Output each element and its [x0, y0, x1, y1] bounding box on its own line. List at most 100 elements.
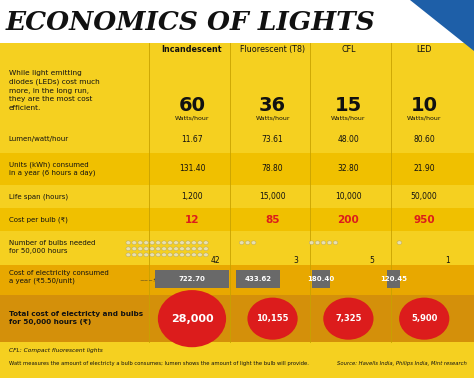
Text: 28,000: 28,000: [171, 314, 213, 324]
FancyBboxPatch shape: [236, 270, 280, 288]
Text: 200: 200: [337, 215, 359, 225]
FancyBboxPatch shape: [311, 270, 330, 288]
Circle shape: [168, 253, 173, 257]
Text: Fluorescent (T8): Fluorescent (T8): [240, 45, 305, 54]
Circle shape: [203, 253, 208, 257]
Circle shape: [203, 241, 208, 245]
Text: 85: 85: [265, 215, 280, 225]
FancyBboxPatch shape: [0, 185, 474, 208]
Text: Life span (hours): Life span (hours): [9, 193, 68, 200]
FancyBboxPatch shape: [0, 265, 474, 295]
Circle shape: [251, 241, 256, 245]
Circle shape: [144, 241, 148, 245]
Polygon shape: [410, 0, 474, 51]
Circle shape: [186, 241, 191, 245]
Text: Lumen/watt/hour: Lumen/watt/hour: [9, 136, 69, 143]
Text: ~~~⚡: ~~~⚡: [140, 278, 157, 283]
Circle shape: [246, 241, 250, 245]
Ellipse shape: [247, 297, 298, 340]
Circle shape: [191, 241, 196, 245]
Text: 10,000: 10,000: [335, 192, 362, 201]
FancyBboxPatch shape: [0, 127, 474, 153]
Circle shape: [180, 241, 184, 245]
Circle shape: [174, 247, 178, 251]
Text: 15,000: 15,000: [259, 192, 286, 201]
Circle shape: [138, 247, 143, 251]
FancyBboxPatch shape: [0, 208, 474, 231]
Circle shape: [191, 247, 196, 251]
Text: 1,200: 1,200: [181, 192, 203, 201]
Circle shape: [132, 247, 137, 251]
Text: ECONOMICS OF LIGHTS: ECONOMICS OF LIGHTS: [6, 10, 375, 35]
Circle shape: [315, 241, 320, 245]
Text: 73.61: 73.61: [262, 135, 283, 144]
Text: 950: 950: [413, 215, 435, 225]
Text: 11.67: 11.67: [181, 135, 203, 144]
Text: Watts/hour: Watts/hour: [175, 115, 209, 121]
Text: 7,325: 7,325: [335, 314, 362, 323]
Circle shape: [198, 241, 202, 245]
Text: 32.80: 32.80: [337, 164, 359, 174]
Circle shape: [138, 253, 143, 257]
Text: CFL: Compact fluorescent lights: CFL: Compact fluorescent lights: [9, 348, 102, 353]
Circle shape: [132, 241, 137, 245]
FancyBboxPatch shape: [0, 0, 474, 43]
Text: Number of bulbs needed
for 50,000 hours: Number of bulbs needed for 50,000 hours: [9, 240, 95, 254]
Text: 180.40: 180.40: [307, 276, 335, 282]
Text: 120.45: 120.45: [380, 276, 407, 282]
Circle shape: [144, 247, 148, 251]
Circle shape: [162, 253, 166, 257]
Text: 15: 15: [335, 96, 362, 115]
Ellipse shape: [399, 297, 449, 340]
Circle shape: [203, 247, 208, 251]
FancyBboxPatch shape: [155, 270, 228, 288]
Circle shape: [168, 241, 173, 245]
Circle shape: [126, 253, 131, 257]
Circle shape: [186, 253, 191, 257]
FancyBboxPatch shape: [387, 270, 400, 288]
Circle shape: [198, 247, 202, 251]
Circle shape: [150, 241, 155, 245]
Circle shape: [180, 247, 184, 251]
Text: 48.00: 48.00: [337, 135, 359, 144]
Text: 50,000: 50,000: [411, 192, 438, 201]
FancyBboxPatch shape: [0, 342, 474, 378]
Text: 10,155: 10,155: [256, 314, 289, 323]
Circle shape: [198, 253, 202, 257]
Text: Watts/hour: Watts/hour: [331, 115, 365, 121]
Circle shape: [126, 241, 131, 245]
Circle shape: [168, 247, 173, 251]
Circle shape: [191, 253, 196, 257]
Circle shape: [144, 253, 148, 257]
Circle shape: [156, 241, 160, 245]
Circle shape: [174, 253, 178, 257]
Text: While light emitting
diodes (LEDs) cost much
more, in the long run,
they are the: While light emitting diodes (LEDs) cost …: [9, 70, 99, 111]
Text: Watts/hour: Watts/hour: [407, 115, 441, 121]
Text: Cost of electricity consumed
a year (₹5.50/unit): Cost of electricity consumed a year (₹5.…: [9, 270, 108, 284]
Text: Units (kWh) consumed
in a year (6 hours a day): Units (kWh) consumed in a year (6 hours …: [9, 162, 95, 176]
FancyBboxPatch shape: [0, 231, 474, 265]
Ellipse shape: [158, 290, 226, 347]
Text: Watts/hour: Watts/hour: [255, 115, 290, 121]
Circle shape: [162, 241, 166, 245]
Circle shape: [150, 253, 155, 257]
Circle shape: [162, 247, 166, 251]
Circle shape: [333, 241, 338, 245]
Text: 80.60: 80.60: [413, 135, 435, 144]
Circle shape: [327, 241, 332, 245]
Circle shape: [180, 253, 184, 257]
Circle shape: [309, 241, 314, 245]
Text: Source: Havells India, Philips India, Mint research: Source: Havells India, Philips India, Mi…: [337, 361, 467, 366]
Text: 5,900: 5,900: [411, 314, 438, 323]
Circle shape: [156, 253, 160, 257]
FancyBboxPatch shape: [0, 153, 474, 185]
Text: 21.90: 21.90: [413, 164, 435, 174]
Text: 3: 3: [294, 256, 299, 265]
Text: 60: 60: [179, 96, 205, 115]
Text: 722.70: 722.70: [179, 276, 205, 282]
Circle shape: [174, 241, 178, 245]
FancyBboxPatch shape: [0, 43, 474, 127]
Text: 131.40: 131.40: [179, 164, 205, 174]
Text: 78.80: 78.80: [262, 164, 283, 174]
Text: Watt measures the amount of electricty a bulb consumes; lumen shows the amount o: Watt measures the amount of electricty a…: [9, 361, 309, 366]
